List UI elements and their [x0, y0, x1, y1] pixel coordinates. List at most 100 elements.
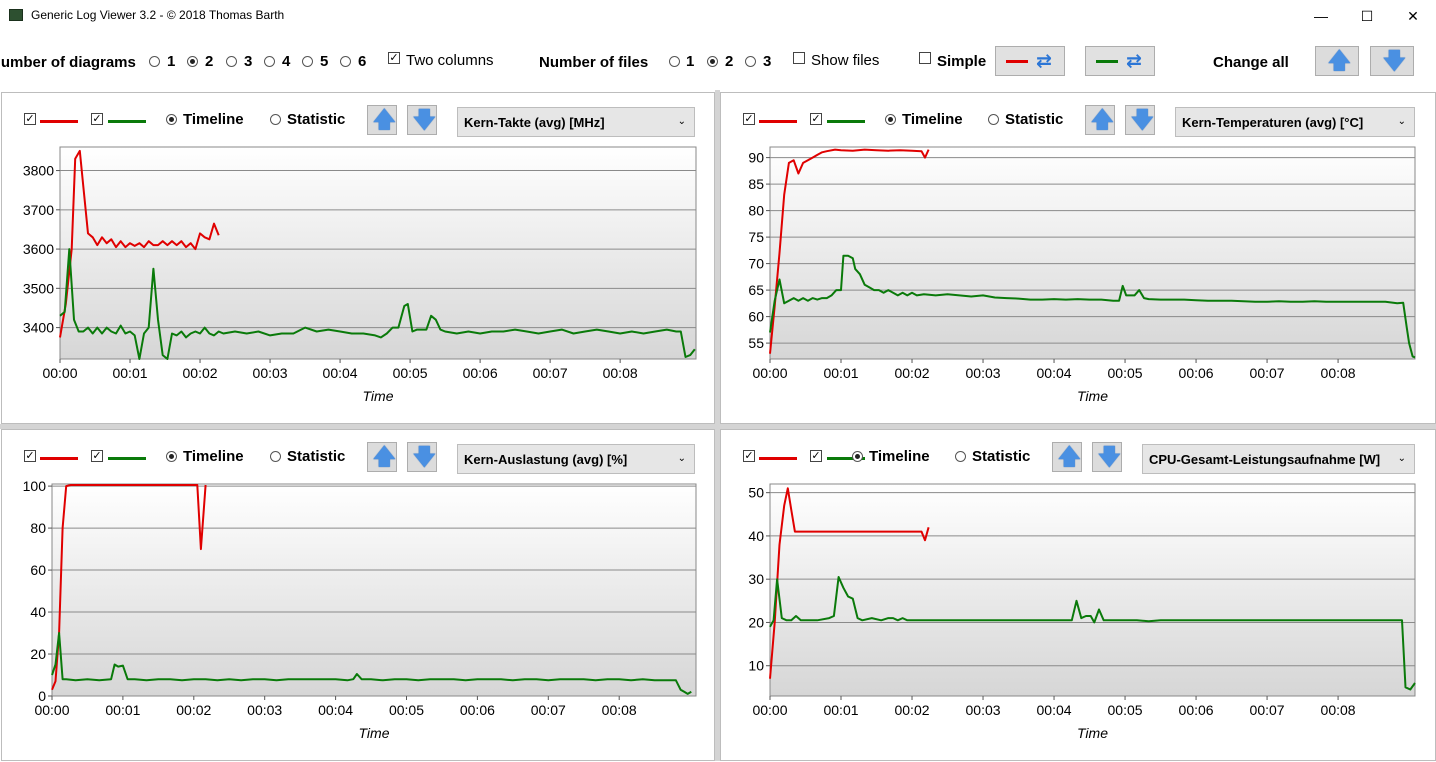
file2-legend-line — [827, 120, 865, 123]
arrow-down-icon: 🡇 — [413, 107, 436, 132]
files-radio-1[interactable] — [669, 56, 680, 67]
y-tick-label: 0 — [38, 688, 46, 704]
change-all-up-button[interactable]: 🡅 — [1315, 46, 1359, 76]
statistic-label: Statistic — [972, 448, 1031, 465]
file1-visible-checkbox[interactable]: ✓ — [24, 450, 36, 462]
file1-legend-line — [759, 120, 797, 123]
move-down-button[interactable]: 🡇 — [1092, 442, 1122, 472]
plot-area[interactable] — [59, 146, 697, 360]
file2-visible-checkbox[interactable]: ✓ — [91, 450, 103, 462]
close-button[interactable]: ✕ — [1407, 8, 1419, 24]
chevron-down-icon: ⌄ — [677, 453, 686, 464]
timeline-chart: 10 20 30 40 50 00:00 00:01 00:02 00:03 00:04 00:05… — [748, 483, 1416, 741]
arrow-down-icon: 🡇 — [1131, 107, 1154, 132]
plot-area[interactable] — [769, 483, 1416, 697]
file1-visible-checkbox[interactable]: ✓ — [24, 113, 36, 125]
timeline-label: Timeline — [869, 448, 930, 465]
diagrams-radio-5-label: 5 — [320, 53, 329, 70]
diagrams-radio-2[interactable] — [187, 56, 198, 67]
timeline-chart: 3400 3500 3600 3700 3800 00:00 00:01 00:02 00:03… — [23, 146, 697, 404]
plot-area[interactable] — [51, 483, 697, 697]
x-tick-label: 00:03 — [966, 702, 1001, 718]
y-tick-label: 30 — [748, 571, 764, 587]
y-tick-label: 3400 — [23, 320, 54, 336]
statistic-radio[interactable] — [270, 114, 281, 125]
diagram-panel-1: ✓ ✓ Timeline Statistic 🡅 🡇 Kern-Takte (avg) [M… — [1, 92, 715, 424]
sensor-select[interactable]: Kern-Auslastung (avg) [%] ⌄ — [457, 444, 695, 474]
sensor-select[interactable]: CPU-Gesamt-Leistungsaufnahme [W] ⌄ — [1142, 444, 1415, 474]
file2-visible-checkbox[interactable]: ✓ — [810, 450, 822, 462]
number-of-diagrams-label: Number of diagrams — [0, 54, 136, 71]
diagrams-radio-2-label: 2 — [205, 53, 214, 70]
horizontal-splitter[interactable] — [0, 424, 1436, 429]
timeline-radio[interactable] — [852, 451, 863, 462]
timeline-label: Timeline — [183, 448, 244, 465]
sensor-select[interactable]: Kern-Temperaturen (avg) [°C] ⌄ — [1175, 107, 1415, 137]
timeline-radio[interactable] — [166, 114, 177, 125]
timeline-radio[interactable] — [166, 451, 177, 462]
x-tick-label: 00:02 — [183, 365, 218, 381]
x-tick-label: 00:06 — [460, 702, 495, 718]
diagrams-radio-1[interactable] — [149, 56, 160, 67]
sensor-select[interactable]: Kern-Takte (avg) [MHz] ⌄ — [457, 107, 695, 137]
two-columns-checkbox[interactable]: ✓ — [388, 52, 400, 64]
x-axis-label: Time — [1077, 725, 1108, 741]
move-up-button[interactable]: 🡅 — [1052, 442, 1082, 472]
chevron-down-icon: ⌄ — [1397, 116, 1406, 127]
cycle-icon: ⇄ — [1036, 51, 1052, 72]
files-radio-2[interactable] — [707, 56, 718, 67]
y-tick-label: 80 — [748, 203, 764, 219]
y-tick-label: 85 — [748, 176, 764, 192]
files-radio-3[interactable] — [745, 56, 756, 67]
diagrams-radio-5[interactable] — [302, 56, 313, 67]
timeline-chart: 55 60 65 70 75 80 85 90 00:00 00:01 00:02 00:03 00:0… — [748, 146, 1416, 404]
move-up-button[interactable]: 🡅 — [1085, 105, 1115, 135]
diagrams-radio-6-label: 6 — [358, 53, 367, 70]
timeline-radio[interactable] — [885, 114, 896, 125]
minimize-button[interactable]: — — [1314, 8, 1328, 24]
x-tick-label: 00:03 — [966, 365, 1001, 381]
file2-visible-checkbox[interactable]: ✓ — [810, 113, 822, 125]
change-all-down-button[interactable]: 🡇 — [1370, 46, 1414, 76]
x-tick-label: 00:06 — [1179, 365, 1214, 381]
x-tick-label: 00:05 — [389, 702, 424, 718]
move-up-button[interactable]: 🡅 — [367, 105, 397, 135]
timeline-label: Timeline — [183, 111, 244, 128]
y-tick-label: 70 — [748, 256, 764, 272]
plot-area[interactable] — [769, 146, 1416, 360]
file2-visible-checkbox[interactable]: ✓ — [91, 113, 103, 125]
y-tick-label: 60 — [748, 309, 764, 325]
y-tick-label: 100 — [23, 478, 47, 494]
series-line-file2 — [769, 254, 1416, 359]
statistic-label: Statistic — [287, 448, 346, 465]
file2-color-cycle-button[interactable]: ⇄ — [1085, 46, 1155, 76]
file1-color-cycle-button[interactable]: ⇄ — [995, 46, 1065, 76]
statistic-radio[interactable] — [955, 451, 966, 462]
diagrams-radio-6[interactable] — [340, 56, 351, 67]
maximize-button[interactable]: ☐ — [1360, 8, 1374, 24]
number-of-files-label: Number of files — [539, 54, 649, 71]
arrow-down-icon: 🡇 — [1383, 48, 1406, 73]
statistic-radio[interactable] — [988, 114, 999, 125]
file1-visible-checkbox[interactable]: ✓ — [743, 450, 755, 462]
y-tick-label: 55 — [748, 335, 764, 351]
diagrams-radio-4[interactable] — [264, 56, 275, 67]
file2-legend-line — [827, 457, 865, 460]
move-down-button[interactable]: 🡇 — [1125, 105, 1155, 135]
move-down-button[interactable]: 🡇 — [407, 442, 437, 472]
move-up-button[interactable]: 🡅 — [367, 442, 397, 472]
files-radio-1-label: 1 — [686, 53, 695, 70]
x-tick-label: 00:00 — [752, 702, 787, 718]
show-files-checkbox[interactable] — [793, 52, 805, 64]
x-tick-label: 00:07 — [1250, 365, 1285, 381]
simple-checkbox[interactable] — [919, 52, 931, 64]
show-files-label: Show files — [811, 52, 880, 69]
x-tick-label: 00:08 — [603, 365, 638, 381]
diagrams-radio-3[interactable] — [226, 56, 237, 67]
file1-visible-checkbox[interactable]: ✓ — [743, 113, 755, 125]
statistic-radio[interactable] — [270, 451, 281, 462]
series-line-file2 — [769, 576, 1416, 691]
chevron-down-icon: ⌄ — [677, 116, 686, 127]
simple-label: Simple — [937, 53, 987, 70]
move-down-button[interactable]: 🡇 — [407, 105, 437, 135]
